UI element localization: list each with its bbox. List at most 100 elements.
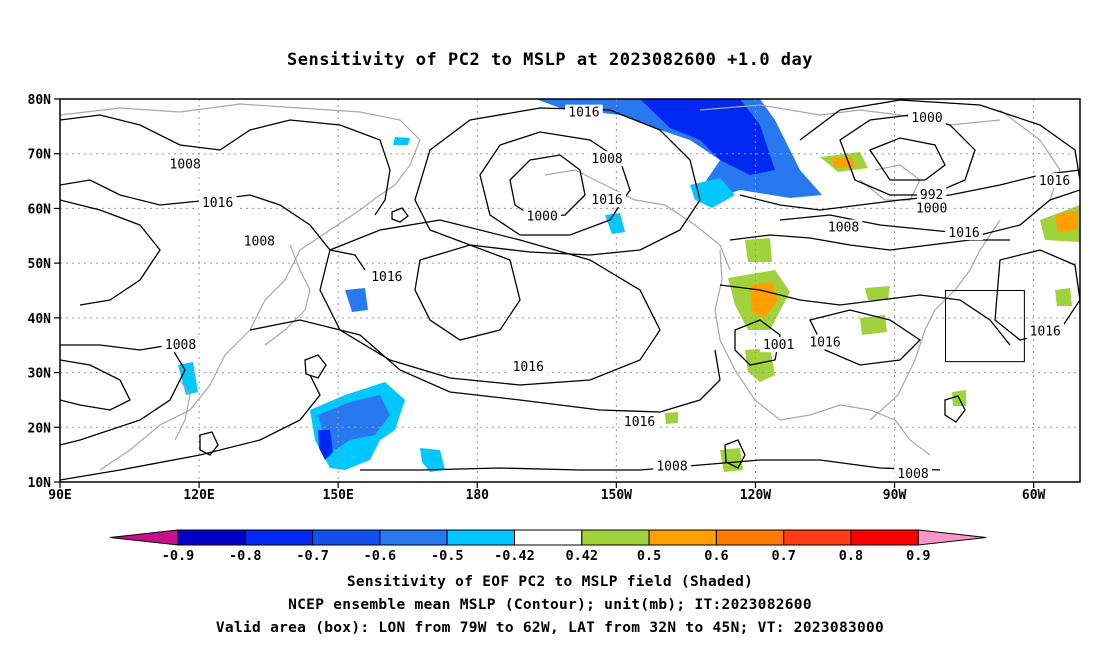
- lat-tick-label: 10N: [28, 476, 52, 491]
- lat-tick-label: 40N: [28, 312, 52, 327]
- contour-1016-pacific-high: [319, 219, 661, 386]
- colorbar-label: 0.6: [704, 548, 728, 564]
- contour-1008-eq-pacific: [360, 459, 941, 471]
- contour-label-bg: [161, 337, 200, 353]
- contour-label-bg: [824, 219, 863, 235]
- contour-1008-north: [60, 114, 391, 216]
- contour-label-bg: [368, 268, 406, 284]
- plot-title: Sensitivity of PC2 to MSLP at 2023082600…: [286, 50, 813, 70]
- contour-label-bg: [653, 458, 691, 474]
- coastlines: [60, 103, 1061, 471]
- colorbar-bin: [446, 529, 516, 546]
- shade-positive-4-core: [1055, 210, 1078, 232]
- colorbar-low-end: [109, 529, 179, 546]
- shade-negative-small-2: [345, 288, 368, 312]
- coast-philippines: [174, 379, 191, 441]
- colorbar-bin: [379, 529, 448, 546]
- contour-label: 1000: [911, 111, 942, 126]
- colorbar-label: -0.7: [296, 548, 329, 564]
- contour-label: 1016: [202, 196, 233, 211]
- contour-label-bg: [1035, 173, 1074, 189]
- lon-tick-label: 60W: [1022, 488, 1046, 503]
- colorbar-label: -0.8: [229, 548, 262, 564]
- lon-tick-label: 120E: [183, 488, 214, 503]
- contour-1008-na: [729, 234, 1010, 251]
- mslp-contours: [60, 99, 1080, 481]
- shade-positive-6: [860, 315, 887, 335]
- colorbar-label: 0.42: [566, 548, 599, 564]
- contour-label: 1016: [568, 106, 599, 121]
- contour-label: 1008: [897, 467, 928, 482]
- colorbar-bin: [312, 529, 381, 546]
- contour-1016-atlantic-high: [994, 249, 1080, 341]
- colorbar-bin: [648, 529, 717, 546]
- contour-label-bg: [620, 413, 659, 429]
- contour-label: 1016: [591, 193, 622, 208]
- shade-negative-w-pacific-dark: [318, 430, 333, 460]
- contour-1016-asia: [60, 179, 366, 271]
- contour-label-bg: [166, 156, 204, 172]
- coast-japan: [264, 244, 311, 346]
- caption-line-1: Sensitivity of EOF PC2 to MSLP field (Sh…: [346, 574, 754, 590]
- contour-1000-icelandic-low: [839, 114, 976, 196]
- lon-tick-label: 90W: [883, 488, 907, 503]
- contour-label-bg: [894, 465, 932, 481]
- contour-label: 1016: [513, 360, 544, 375]
- contour-small-ring-3: [724, 439, 746, 469]
- lon-tick-label: 150W: [601, 488, 632, 503]
- colorbar-bin: [177, 529, 246, 546]
- shade-negative-arctic-light: [690, 178, 735, 208]
- shade-negative-small-1: [420, 448, 445, 472]
- colorbar-label: 0.5: [637, 548, 661, 564]
- shade-negative-small-5: [178, 362, 198, 395]
- plot-frame: [59, 98, 1081, 483]
- contour-label: 1016: [624, 415, 655, 430]
- contour-label-bg: [912, 200, 951, 216]
- colorbar-high-end: [917, 529, 987, 546]
- contour-992-icelandic-low: [869, 137, 946, 181]
- contour-label: 1008: [170, 158, 201, 173]
- shade-positive-2: [745, 348, 775, 382]
- shade-positive-11: [1055, 288, 1072, 306]
- coast-hudson: [859, 164, 921, 201]
- contour-1008-asia-mid: [60, 199, 161, 306]
- contour-small-ring-2: [199, 431, 219, 456]
- shade-negative-small-4: [605, 213, 625, 234]
- contour-label: 1016: [371, 270, 402, 285]
- caption-line-2: NCEP ensemble mean MSLP (Contour); unit(…: [288, 597, 812, 613]
- contour-label: 1001: [763, 338, 794, 353]
- lon-tick-label: 90E: [48, 488, 71, 503]
- contour-label-bg: [917, 186, 947, 202]
- contour-small-ring-5: [391, 207, 409, 223]
- contour-label: 1016: [809, 335, 840, 350]
- contour-label: 1008: [828, 221, 859, 236]
- contour-1016-subtropical: [249, 319, 721, 413]
- contour-1016-aleutian-outer: [414, 107, 701, 256]
- contour-small-ring-1: [304, 354, 327, 379]
- contour-label-bg: [565, 104, 603, 120]
- contour-label-bg: [1026, 323, 1065, 339]
- shade-positive-9: [665, 412, 678, 424]
- contour-1016-pacific-inner: [414, 244, 521, 341]
- contour-label-bg: [588, 151, 626, 167]
- lon-tick-label: 120W: [740, 488, 771, 503]
- sensitivity-shading: [178, 99, 1080, 472]
- contour-label: 1008: [656, 460, 687, 475]
- lat-tick-label: 70N: [28, 148, 52, 163]
- lon-tick-label: 150E: [323, 488, 354, 503]
- contour-label: 1016: [1039, 174, 1070, 189]
- contour-label: 1008: [244, 234, 275, 249]
- contour-label: 1016: [948, 226, 979, 241]
- lon-tick-label: 180: [466, 488, 490, 503]
- shade-positive-1-core: [750, 282, 778, 318]
- colorbar-bin: [514, 529, 583, 546]
- coast-gulf: [779, 404, 931, 456]
- contour-1000-trough: [739, 169, 1080, 211]
- colorbar-label: 0.9: [906, 548, 930, 564]
- contour-label: 1008: [591, 152, 622, 167]
- contour-label: 1000: [916, 201, 947, 216]
- caption-line-3: Valid area (box): LON from 79W to 62W, L…: [215, 620, 885, 636]
- contour-1008-tropical: [60, 374, 321, 481]
